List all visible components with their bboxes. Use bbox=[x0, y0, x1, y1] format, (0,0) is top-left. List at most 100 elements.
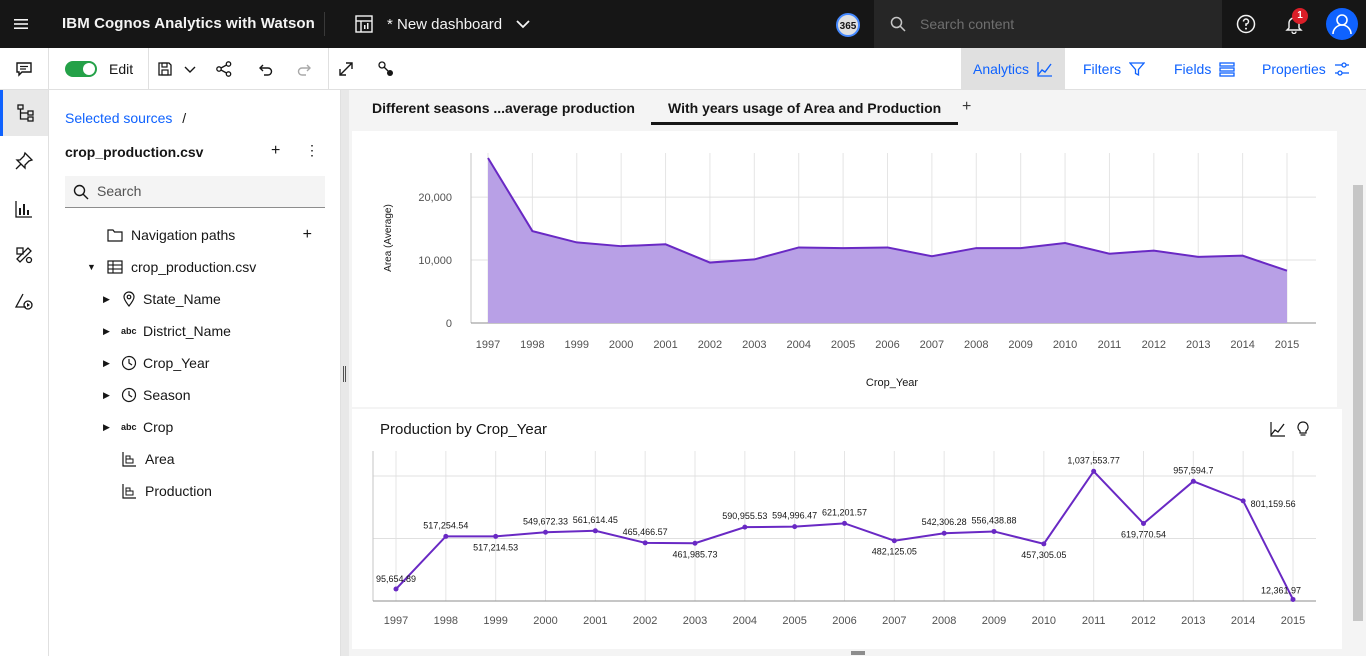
field-production[interactable]: Production bbox=[121, 479, 212, 503]
line-chart-widget[interactable]: Production by Crop_Year 95,654.89 517,254… bbox=[352, 409, 1342, 649]
undo-icon[interactable] bbox=[256, 48, 274, 90]
x-tick-label: 2002 bbox=[698, 339, 722, 351]
x-tick-label: 2007 bbox=[882, 615, 906, 627]
x-tick-label: 2000 bbox=[609, 339, 633, 351]
data-point bbox=[592, 528, 598, 534]
tab-seasons[interactable]: Different seasons ...average production bbox=[372, 100, 635, 116]
resize-handle[interactable] bbox=[851, 651, 865, 655]
data-point bbox=[1240, 498, 1246, 504]
x-tick-label: 2003 bbox=[742, 339, 766, 351]
x-tick-label: 2006 bbox=[832, 615, 856, 627]
field-label: Area bbox=[145, 451, 175, 467]
relationships-icon[interactable] bbox=[377, 48, 395, 90]
area-chart-widget[interactable]: 0 10,000 20,000 1997 1998 1999 2000 2001 2002 200… bbox=[352, 131, 1337, 407]
data-point bbox=[1141, 521, 1146, 527]
header-divider bbox=[324, 12, 325, 36]
caret-right-icon[interactable]: ▶ bbox=[103, 389, 110, 400]
data-point bbox=[1091, 468, 1097, 474]
field-season[interactable]: ▶ Season bbox=[103, 383, 190, 407]
panel-splitter[interactable] bbox=[341, 90, 349, 656]
data-point bbox=[792, 524, 798, 530]
edit-toggle[interactable] bbox=[65, 48, 97, 90]
x-tick-label: 2008 bbox=[932, 615, 956, 627]
search-input[interactable] bbox=[920, 14, 1200, 34]
field-label: State_Name bbox=[143, 291, 221, 307]
field-district-name[interactable]: ▶ abc District_Name bbox=[103, 319, 231, 343]
x-tick-label: 2009 bbox=[1008, 339, 1032, 351]
top-bar: IBM Cognos Analytics with Watson * New d… bbox=[0, 0, 1366, 48]
breadcrumb: Selected sources / bbox=[65, 110, 186, 126]
chart-type-icon[interactable] bbox=[1270, 421, 1286, 442]
properties-icon bbox=[1334, 62, 1349, 76]
sources-icon[interactable] bbox=[0, 90, 48, 136]
filters-button[interactable]: Filters bbox=[1071, 48, 1157, 90]
caret-right-icon[interactable]: ▶ bbox=[103, 357, 110, 368]
table-node[interactable]: ▼ crop_production.csv bbox=[87, 255, 256, 279]
field-crop[interactable]: ▶ abc Crop bbox=[103, 415, 173, 439]
tab-years-usage[interactable]: With years usage of Area and Production bbox=[650, 100, 959, 125]
help-icon[interactable] bbox=[1236, 14, 1256, 39]
chevron-down-icon[interactable] bbox=[515, 16, 531, 37]
x-tick-label: 2008 bbox=[964, 339, 988, 351]
overflow-menu-icon[interactable]: ⋮ bbox=[305, 142, 319, 158]
save-icon[interactable] bbox=[157, 48, 173, 90]
caret-right-icon[interactable]: ▶ bbox=[103, 325, 110, 336]
share-icon[interactable] bbox=[215, 48, 233, 90]
x-tick-label: 2014 bbox=[1230, 339, 1254, 351]
x-tick-label: 1999 bbox=[565, 339, 589, 351]
filter-icon bbox=[1129, 62, 1146, 77]
data-label: 594,996.47 bbox=[772, 511, 817, 521]
x-tick-label: 2005 bbox=[782, 615, 806, 627]
caret-right-icon[interactable]: ▶ bbox=[103, 293, 110, 304]
data-point bbox=[1290, 596, 1296, 602]
line-chart: 95,654.89 517,254.54 517,214.53 549,672.33 5… bbox=[372, 451, 1316, 627]
field-area[interactable]: Area bbox=[121, 447, 175, 471]
source-search-input[interactable] bbox=[97, 183, 317, 199]
properties-button[interactable]: Properties bbox=[1250, 48, 1362, 90]
fullscreen-icon[interactable] bbox=[337, 48, 355, 90]
pin-icon[interactable] bbox=[0, 138, 48, 184]
field-crop-year[interactable]: ▶ Crop_Year bbox=[103, 351, 209, 375]
clock-icon bbox=[121, 355, 137, 371]
visualizations-icon[interactable] bbox=[0, 186, 48, 232]
y-tick-label: 0 bbox=[446, 318, 452, 330]
assets-icon[interactable] bbox=[0, 232, 48, 278]
add-navigation-path-icon[interactable]: + bbox=[302, 226, 312, 243]
dashboard-title[interactable]: * New dashboard bbox=[387, 16, 503, 33]
x-tick-label: 1998 bbox=[520, 339, 544, 351]
media-icon[interactable] bbox=[0, 278, 48, 324]
field-state-name[interactable]: ▶ State_Name bbox=[103, 287, 221, 311]
apps-badge[interactable]: 365 bbox=[836, 13, 860, 37]
add-tab-icon[interactable]: + bbox=[962, 98, 972, 115]
scrollbar-thumb[interactable] bbox=[1353, 185, 1363, 621]
x-tick-label: 2009 bbox=[982, 615, 1006, 627]
redo-icon[interactable] bbox=[296, 48, 314, 90]
hamburger-menu-icon[interactable] bbox=[12, 14, 32, 34]
search-icon bbox=[73, 184, 89, 205]
x-tick-label: 1998 bbox=[434, 615, 458, 627]
dashboard-toolbar: Edit Analytics Filters Fields Properties bbox=[0, 48, 1366, 90]
navigation-paths[interactable]: Navigation paths + bbox=[107, 223, 312, 247]
lightbulb-icon[interactable] bbox=[1296, 421, 1310, 442]
dashboard-canvas: Different seasons ...average production … bbox=[349, 90, 1366, 656]
chevron-down-icon[interactable] bbox=[183, 48, 197, 90]
data-label: 457,305.05 bbox=[1021, 550, 1066, 560]
field-label: Crop bbox=[143, 419, 174, 435]
x-tick-label: 2001 bbox=[583, 615, 607, 627]
search-content bbox=[874, 0, 1222, 48]
abc-icon: abc bbox=[121, 422, 137, 432]
caret-right-icon[interactable]: ▶ bbox=[103, 421, 110, 432]
measure-icon bbox=[122, 452, 136, 467]
dashboard-tabs: Different seasons ...average production … bbox=[349, 90, 1366, 130]
fields-button[interactable]: Fields bbox=[1162, 48, 1247, 90]
analytics-button[interactable]: Analytics bbox=[961, 48, 1066, 90]
user-avatar[interactable] bbox=[1326, 8, 1358, 40]
add-icon[interactable]: + bbox=[271, 142, 281, 159]
data-label: 619,770.54 bbox=[1121, 530, 1166, 540]
comment-icon[interactable] bbox=[14, 48, 34, 90]
data-label: 561,614.45 bbox=[573, 515, 618, 525]
canvas-scrollbar[interactable] bbox=[1351, 131, 1365, 649]
caret-down-icon[interactable]: ▼ bbox=[87, 262, 96, 272]
folder-icon bbox=[107, 229, 123, 242]
selected-sources-link[interactable]: Selected sources bbox=[65, 110, 173, 126]
